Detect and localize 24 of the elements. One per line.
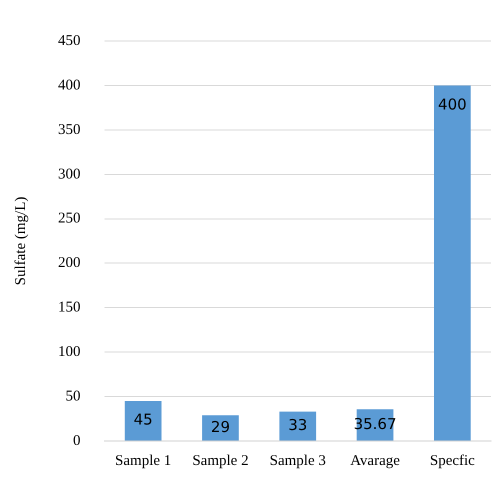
y-tick-label: 300 <box>58 166 80 182</box>
data-label: 400 <box>438 95 467 114</box>
y-tick-label: 100 <box>58 344 80 360</box>
y-tick-label: 0 <box>73 432 80 449</box>
y-tick-label: 200 <box>58 255 80 272</box>
bar <box>279 412 316 440</box>
y-tick-label: 400 <box>58 77 80 94</box>
x-tick-label: Sample 1 <box>115 452 172 469</box>
bar <box>124 401 162 440</box>
data-label: 33 <box>288 416 308 434</box>
y-axis-title: Sulfate (mg/L) <box>12 196 29 286</box>
y-tick-label: 150 <box>58 300 80 316</box>
y-tick-label: 250 <box>58 210 80 227</box>
y-tick-label: 450 <box>58 32 80 49</box>
bar <box>434 85 471 440</box>
y-tick-label: 50 <box>66 388 80 404</box>
x-tick-label: Sample 3 <box>270 452 326 469</box>
data-label: 45 <box>134 410 153 429</box>
x-tick-label: Sample 2 <box>192 452 249 469</box>
data-label: 29 <box>210 418 230 436</box>
bar <box>202 415 239 440</box>
x-tick-label: Specfic <box>430 452 476 469</box>
x-tick-label: Avarage <box>350 452 400 469</box>
y-tick-label: 350 <box>58 122 80 138</box>
